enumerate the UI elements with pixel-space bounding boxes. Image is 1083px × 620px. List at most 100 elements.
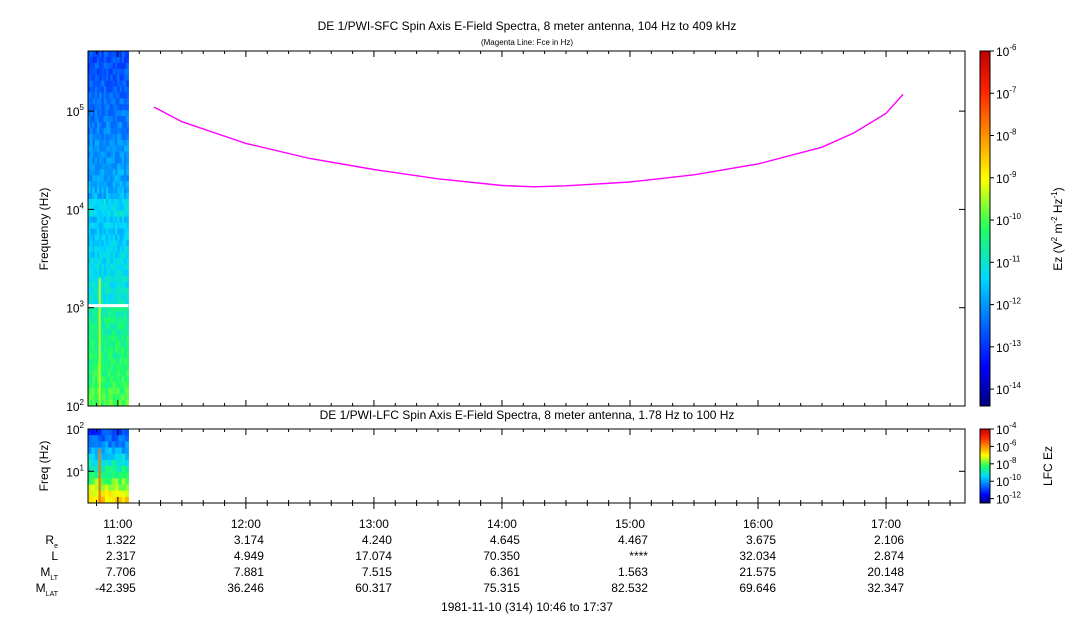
colorbar-tick-label: 10-7 <box>996 85 1017 101</box>
spectrogram-cell <box>125 484 129 492</box>
spectrogram-cell <box>117 293 120 300</box>
spectrogram-cell <box>121 204 125 212</box>
spectrogram-cell <box>117 116 120 123</box>
spectrogram-cell <box>124 74 127 81</box>
spectrogram-cell <box>106 110 109 117</box>
spectrogram-cell <box>90 382 93 389</box>
spectrogram-cell <box>121 62 125 70</box>
spectrogram-cell <box>117 86 120 93</box>
spectrogram-cell <box>108 269 111 277</box>
spectrogram-cell <box>124 68 127 76</box>
spectrogram-cell <box>101 258 105 265</box>
spectrogram-cell <box>110 323 114 330</box>
spectrogram-cell <box>90 246 93 253</box>
spectrogram-cell <box>94 169 98 176</box>
spectrogram-cell <box>92 358 96 365</box>
spectrogram-cell <box>94 293 98 300</box>
spectrogram-cell <box>119 317 123 324</box>
spectrogram-cell <box>115 281 118 289</box>
spectrogram-cell <box>108 116 111 123</box>
spectrogram-cell <box>119 234 123 241</box>
x-tick-label: 14:00 <box>487 517 517 531</box>
spectrogram-cell <box>101 163 105 170</box>
spectrogram-cell <box>101 234 105 241</box>
spectrogram-cell <box>94 127 98 135</box>
spectrogram-cell <box>119 352 123 360</box>
spectrogram-cell <box>117 133 120 141</box>
spectrogram-cell <box>126 157 129 164</box>
spectrogram-cell <box>92 116 96 123</box>
spectrogram-cell <box>110 210 114 218</box>
spectrogram-cell <box>117 204 120 212</box>
spectrogram-cell <box>101 352 105 360</box>
spectrogram-cell <box>121 68 125 76</box>
spectrogram-cell <box>103 293 107 300</box>
spectrogram-cell <box>101 80 105 87</box>
spectrogram-cell <box>88 127 91 135</box>
spectrogram-cell <box>106 340 109 348</box>
spectrogram-cell <box>90 252 93 259</box>
spectrogram-cell <box>119 210 123 218</box>
spectrogram-cell <box>90 169 93 176</box>
spectrogram-cell <box>121 346 125 354</box>
spectrogram-cell <box>115 329 118 336</box>
spectrogram-cell <box>126 193 129 200</box>
spectrogram-cell <box>88 311 91 318</box>
spectrogram-cell <box>119 98 123 105</box>
spectrogram-cell <box>121 459 126 467</box>
spectrogram-cell <box>121 382 125 389</box>
spectrogram-cell <box>104 459 109 467</box>
spectrogram-cell <box>106 394 109 401</box>
spectrogram-cell <box>126 139 129 147</box>
spectrogram-cell <box>126 51 129 58</box>
spectrogram-cell <box>90 122 93 129</box>
tick-mantissa: 10 <box>996 423 1010 437</box>
spectrogram-cell <box>92 204 96 212</box>
spectrogram-cell <box>101 287 105 294</box>
x-tick-label: 17:00 <box>871 517 901 531</box>
spectrogram-cell <box>115 157 118 164</box>
spectrogram-cell <box>110 305 114 312</box>
spectrogram-cell <box>94 204 98 212</box>
spectrogram-cell <box>88 104 91 111</box>
spectrogram-cell <box>110 198 114 206</box>
spectrogram-cell <box>103 358 107 365</box>
tick-exponent: -9 <box>1009 170 1017 179</box>
spectrogram-cell <box>125 472 129 479</box>
spectrogram-cell <box>101 496 106 504</box>
spectrogram-cell <box>108 216 111 223</box>
spectrogram-cell <box>110 400 114 407</box>
spectrogram-cell <box>90 62 93 70</box>
spectrogram-cell <box>101 222 105 229</box>
spectrogram-cell <box>94 264 98 271</box>
spectrogram-cell <box>124 293 127 300</box>
spectrogram-cell <box>97 329 100 336</box>
spectrogram-cell <box>121 163 125 170</box>
tick-mantissa: 10 <box>996 383 1010 397</box>
spectrogram-cell <box>121 198 125 206</box>
spectrogram-cell <box>119 222 123 229</box>
spectrogram-cell <box>112 281 116 289</box>
spectrogram-cell <box>97 216 100 223</box>
spectrogram-cell <box>121 281 125 289</box>
spectrogram-cell <box>126 86 129 93</box>
spectrogram-cell <box>121 299 125 306</box>
spectrogram-cell <box>88 382 91 389</box>
spectrogram-cell <box>104 490 109 498</box>
spectrogram-cell <box>99 269 102 277</box>
spectrogram-cell <box>119 139 123 147</box>
spectrogram-cell <box>97 299 100 306</box>
spectrogram-cell <box>97 133 100 141</box>
spectrogram-cell <box>124 51 127 58</box>
tick-exponent: -7 <box>1009 85 1017 94</box>
spectrogram-cell <box>106 187 109 194</box>
spectrogram-cell <box>124 246 127 253</box>
spectrogram-cell <box>94 429 99 436</box>
spectrogram-cell <box>112 62 116 70</box>
cb-label-main: Ez (V <box>1051 241 1065 270</box>
spectrogram-cell <box>117 145 120 152</box>
spectrogram-cell <box>112 317 116 324</box>
spectrogram-cell <box>106 293 109 300</box>
spectrogram-cell <box>103 376 107 383</box>
spectrogram-cell <box>124 204 127 212</box>
